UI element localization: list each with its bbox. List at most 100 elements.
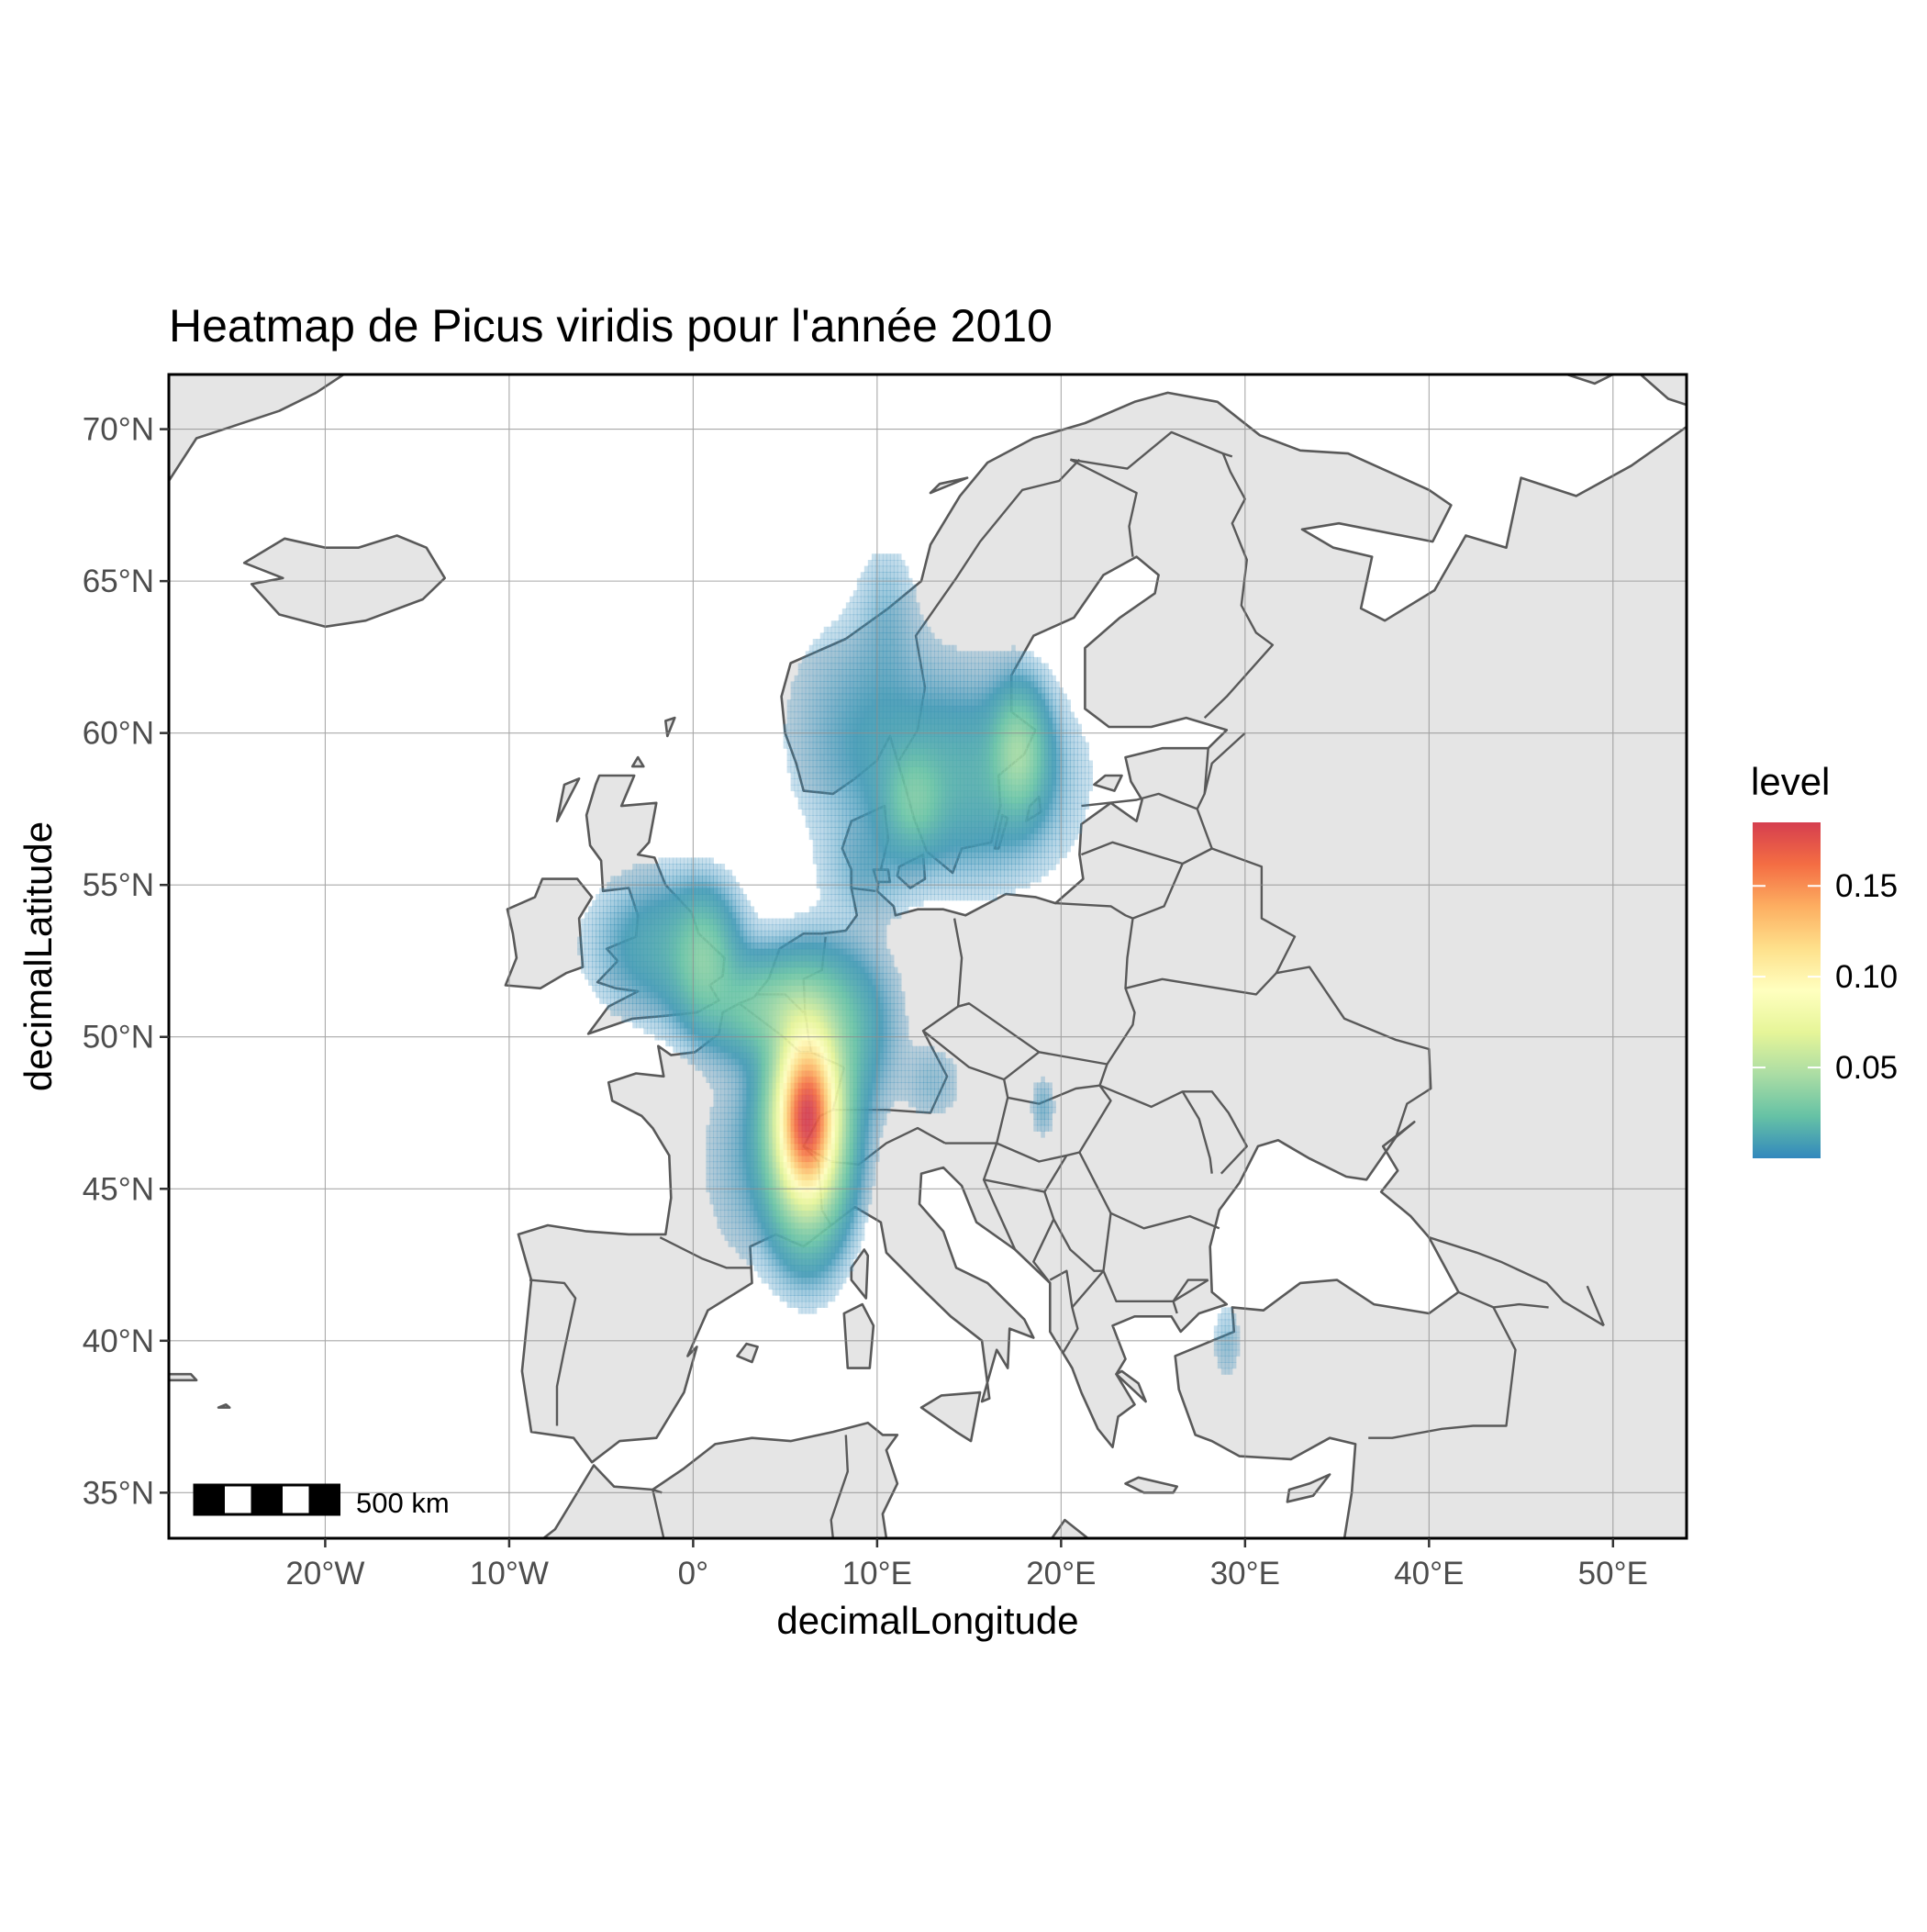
density-cell [805,1282,810,1290]
density-cell [790,930,796,938]
density-cell [640,936,644,944]
density-cell [841,1228,847,1235]
density-cell [808,948,814,955]
density-cell [863,1216,869,1223]
density-cell [841,711,847,719]
density-cell [797,681,803,688]
density-cell [772,1210,777,1217]
density-cell [790,760,796,767]
density-cell [863,778,869,786]
density-cell [834,991,840,999]
density-cell [698,899,703,907]
density-cell [794,1167,799,1175]
density-cell [680,888,685,895]
density-cell [779,1222,785,1229]
density-cell [698,1064,703,1071]
density-cell [871,778,876,786]
density-cell [830,620,836,628]
density-cell [860,918,865,925]
density-cell [742,1240,748,1247]
density-cell [845,1258,851,1266]
density-cell [852,669,858,676]
density-cell [808,681,814,688]
density-cell [852,693,858,700]
density-cell [830,699,836,707]
density-cell [768,1228,774,1235]
density-cell [651,991,655,999]
density-cell [856,930,862,938]
density-cell [786,736,792,743]
density-cell [849,991,854,999]
density-cell [588,936,593,944]
density-cell [863,626,869,633]
density-cell [863,943,869,950]
density-cell [581,936,585,944]
density-cell [794,1240,799,1247]
density-cell [772,1252,777,1259]
density-cell [827,639,832,646]
density-cell [838,1270,843,1278]
density-cell [621,930,626,938]
density-cell [775,1112,781,1120]
density-cell [856,681,862,688]
density-cell [871,742,876,749]
density-cell [808,1234,814,1242]
density-cell [852,602,858,609]
density-cell [827,711,832,719]
density-cell [852,742,858,749]
density-cell [830,797,836,804]
density-cell [779,936,785,944]
density-cell [845,1003,851,1011]
density-cell [849,845,854,853]
density-cell [786,1240,792,1247]
density-cell [841,675,847,682]
density-cell [871,899,876,907]
density-cell [750,1089,755,1096]
density-cell [684,876,688,883]
density-cell [856,626,862,633]
density-cell [585,966,589,974]
density-cell [783,1003,788,1011]
density-cell [783,1258,788,1266]
density-cell [757,1119,763,1126]
density-cell [812,918,818,925]
density-cell [779,1089,785,1096]
density-cell [658,912,663,920]
density-cell [739,1216,744,1223]
density-cell [827,1282,832,1290]
density-cell [801,1094,807,1101]
density-cell [805,1258,810,1266]
density-cell [786,1052,792,1059]
density-cell [735,1155,741,1163]
density-cell [852,1222,858,1229]
density-cell [819,772,825,779]
density-cell [878,669,884,676]
density-cell [779,1155,785,1163]
density-cell [724,1222,730,1229]
density-cell [801,772,807,779]
density-cell [651,948,655,955]
density-cell [775,1167,781,1175]
density-cell [805,1228,810,1235]
density-cell [775,918,781,925]
density-cell [871,1040,876,1047]
density-cell [794,1143,799,1150]
density-cell [706,1137,710,1145]
density-cell [779,1094,785,1101]
density-cell [816,991,821,999]
density-cell [596,978,600,986]
density-cell [658,997,663,1004]
density-cell [761,1234,766,1242]
density-cell [673,1022,677,1029]
density-cell [695,985,699,992]
density-cell [797,1149,803,1156]
density-cell [834,656,840,664]
density-cell [632,1003,637,1011]
density-cell [852,699,858,707]
density-cell [731,1216,737,1223]
density-cell [871,1027,876,1034]
density-cell [834,1089,840,1096]
density-cell [856,669,862,676]
density-cell [684,1045,688,1053]
density-cell [786,1022,792,1029]
